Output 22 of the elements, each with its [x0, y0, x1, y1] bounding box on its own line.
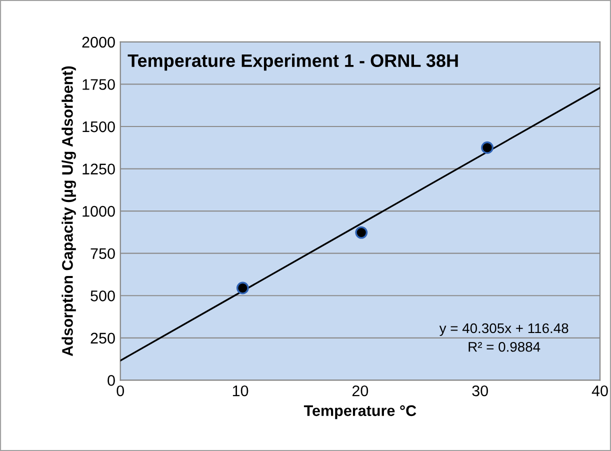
- x-tick-label: 0: [116, 385, 124, 396]
- y-axis-title: Adsorption Capacity (µg U/g Adsorbent): [62, 66, 76, 356]
- y-tick-label: 750: [90, 248, 115, 260]
- x-tick-label: 10: [232, 385, 248, 396]
- point: [481, 141, 494, 154]
- annotation: R² = 0.9884: [468, 342, 540, 352]
- y-tick-label: 250: [90, 332, 115, 344]
- x-axis-title: Temperature °C: [304, 405, 416, 420]
- y-tick-label: 0: [108, 375, 115, 386]
- x-tick-label: 40: [592, 385, 608, 396]
- y-tick-label: 1750: [82, 79, 115, 90]
- x-tick-label: 20: [352, 385, 368, 396]
- y-tick-label: 500: [90, 290, 115, 302]
- point: [355, 226, 368, 239]
- y-tick-label: 1250: [82, 164, 115, 174]
- point: [236, 282, 249, 294]
- text: Temperature Experiment 1 - ORNL 38H: [128, 54, 458, 71]
- x-tick-label: 30: [472, 385, 488, 396]
- y-tick-label: 1000: [82, 206, 115, 217]
- y-tick-label: 2000: [82, 36, 115, 48]
- y-tick-label: 1500: [82, 121, 115, 132]
- annotation: y = 40.305x + 116.48: [439, 323, 568, 336]
